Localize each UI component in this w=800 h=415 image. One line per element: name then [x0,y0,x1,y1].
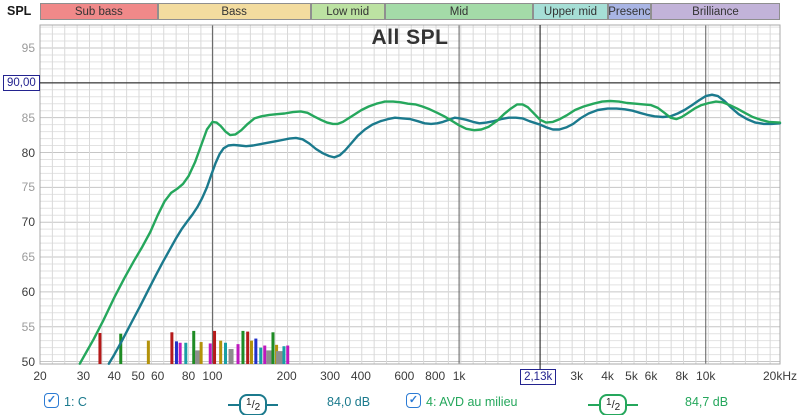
y-tick-label: 60 [21,284,35,299]
smoothing-badge-1[interactable]: 1/2 [228,394,279,415]
room-mode-bar [146,340,150,364]
x-tick-label: 80 [181,369,196,383]
room-mode-bar [98,332,102,364]
x-tick-label: 3k [570,369,584,383]
room-mode-bar [254,338,258,364]
room-mode-bar [263,345,267,364]
trace-line-sample [267,404,279,406]
smoothing-fraction: 1/2 [599,394,628,415]
x-tick-label: 100 [202,369,223,383]
room-mode-bar [219,340,223,364]
measurement-checkbox-2[interactable]: ✓ [406,393,421,408]
room-mode-bar [282,346,286,364]
room-mode-bar [241,330,245,364]
room-mode-bar [199,342,203,364]
room-mode-bar [213,330,217,364]
trace-line-sample [588,404,599,406]
x-tick-label: 8k [675,369,689,383]
y-tick-label: 65 [21,250,35,265]
x-tick-label: 4k [601,369,614,383]
x-tick-label: 5k [625,369,638,383]
band-brilliance: Brilliance [651,3,780,20]
x-tick-label: 20kHz [762,369,798,383]
y-tick-label: 95 [21,40,35,55]
measurement-label-2[interactable]: 4: AVD au milieu [426,395,518,409]
curve-1 [107,93,782,365]
band-mid: Mid [384,3,534,20]
x-tick-label: 6k [644,369,658,383]
band-bass: Bass [157,3,311,20]
band-sub-bass: Sub bass [40,3,158,20]
room-mode-bar [184,342,188,364]
band-presenc: Presenc [607,3,651,20]
plot-border [39,24,781,365]
x-tick-label: 600 [394,369,415,383]
x-tick-label: 50 [131,369,145,383]
band-upper-mid: Upper mid [533,3,608,20]
x-tick-label: 400 [350,369,371,383]
fraction-denominator: 2 [614,402,621,413]
trace-line-sample [228,404,239,406]
room-mode-bar [178,342,182,364]
curve-2 [78,99,782,365]
room-mode-bar [276,351,285,364]
room-mode-bar [174,341,178,364]
y-tick-label: 75 [21,180,35,195]
x-tick-label: 200 [276,369,297,383]
fraction-denominator: 2 [254,402,261,413]
room-mode-bar [208,343,212,364]
room-mode-bar [236,344,240,364]
room-mode-bar [119,333,123,364]
y-tick-label: 50 [21,354,35,369]
measurement-level-2: 84,7 dB [685,395,729,409]
room-mode-bar [194,350,200,364]
measurement-checkbox-1[interactable]: ✓ [44,393,59,408]
x-tick-label: 10k [696,369,716,383]
band-low-mid: Low mid [310,3,385,20]
measurement-level-1: 84,0 dB [327,395,371,409]
room-mode-bar [228,349,234,364]
room-mode-bar [170,332,174,364]
room-mode-bar [286,345,290,364]
y-tick-label: 55 [21,319,35,334]
y-axis-unit-label: SPL [7,4,32,18]
crosshair-spl-value-box[interactable]: 90,00 [3,74,40,91]
x-tick-label: 300 [320,369,341,383]
measurement-label-1[interactable]: 1: C [64,395,87,409]
y-tick-label: 80 [21,145,35,160]
y-tick-label: 70 [21,215,35,230]
x-tick-label: 30 [76,369,91,383]
crosshair-frequency-value-box[interactable]: 2,13k [520,369,557,385]
room-mode-bar [246,331,250,364]
trace-line-sample [627,404,639,406]
room-mode-bar [266,350,273,364]
room-mode-bar [259,347,263,364]
room-mode-bar [271,332,275,364]
x-tick-label: 20 [33,369,47,383]
room-mode-bar [249,340,253,364]
smoothing-badge-2[interactable]: 1/2 [588,394,639,415]
check-icon: ✓ [46,394,57,406]
x-tick-label: 1k [452,369,466,383]
chart-title: All SPL [371,26,449,49]
fraction-numerator: 1 [246,397,252,408]
x-tick-label: 60 [151,369,165,383]
y-tick-label: 85 [21,110,35,125]
fraction-numerator: 1 [606,397,612,408]
room-mode-bar [224,342,228,364]
x-tick-label: 40 [107,369,121,383]
room-mode-bar [192,330,196,364]
smoothing-fraction: 1/2 [239,394,268,415]
check-icon: ✓ [408,394,419,406]
x-tick-label: 800 [425,369,446,383]
